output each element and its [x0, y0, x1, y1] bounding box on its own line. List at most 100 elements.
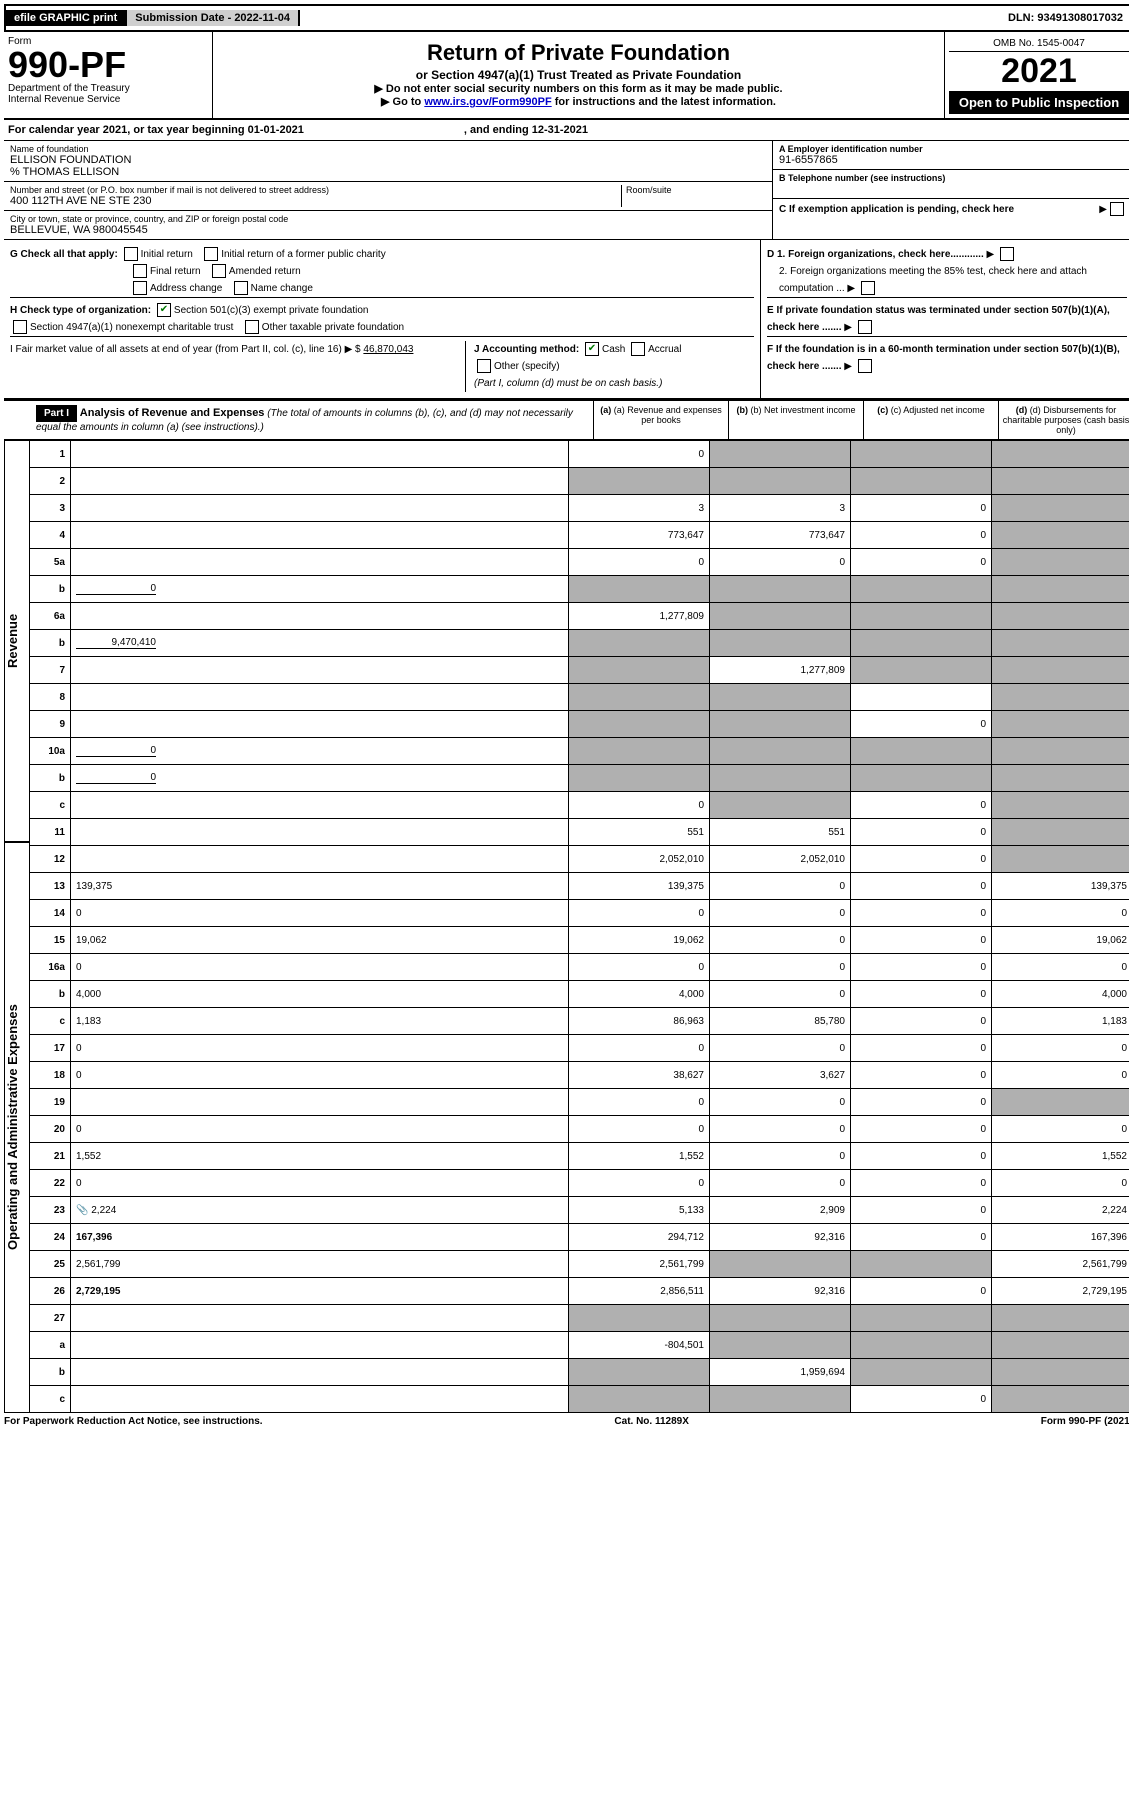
line-value-a: 0 [569, 441, 710, 468]
line-value-a [569, 468, 710, 495]
table-row: 18038,6273,62700 [30, 1062, 1129, 1089]
line-value-c: 0 [851, 1143, 992, 1170]
line-value-a [569, 684, 710, 711]
line-value-b: 773,647 [710, 522, 851, 549]
e-label: E If private foundation status was termi… [767, 305, 1110, 333]
exemption-checkbox[interactable] [1110, 202, 1124, 216]
table-row: 19000 [30, 1089, 1129, 1116]
line-value-d [992, 657, 1129, 684]
initial-former-checkbox[interactable] [204, 247, 218, 261]
line-value-c [851, 630, 992, 657]
dln: DLN: 93491308017032 [1000, 10, 1129, 26]
line-value-a: 0 [569, 549, 710, 576]
line-value-d [992, 468, 1129, 495]
line-number: c [30, 1386, 71, 1413]
line-number: c [30, 792, 71, 819]
expenses-side-label: Operating and Administrative Expenses [4, 842, 30, 1413]
line-value-d [992, 522, 1129, 549]
line-value-a: 0 [569, 900, 710, 927]
line-value-d [992, 1359, 1129, 1386]
fmv-value: 46,870,043 [363, 344, 413, 355]
d1-checkbox[interactable] [1000, 247, 1014, 261]
line-value-b [710, 765, 851, 792]
table-row: 16a00000 [30, 954, 1129, 981]
line-value-c: 0 [851, 954, 992, 981]
street-address: 400 112TH AVE NE STE 230 [10, 195, 621, 207]
accrual-checkbox[interactable] [631, 342, 645, 356]
line-value-c: 0 [851, 1224, 992, 1251]
top-bar: efile GRAPHIC print Submission Date - 20… [4, 4, 1129, 32]
line-value-b [710, 603, 851, 630]
line-description: 0 [71, 738, 569, 765]
line-value-d [992, 684, 1129, 711]
line-value-b: 85,780 [710, 1008, 851, 1035]
line-value-c: 0 [851, 873, 992, 900]
irs-link[interactable]: www.irs.gov/Form990PF [424, 96, 551, 108]
line-value-b [710, 630, 851, 657]
501c3-checkbox[interactable] [157, 303, 171, 317]
line-description [71, 711, 569, 738]
line-value-a: 86,963 [569, 1008, 710, 1035]
col-c-header: (c) (c) Adjusted net income [863, 401, 998, 439]
table-row: 10a 0 [30, 738, 1129, 765]
line-description: 19,062 [71, 927, 569, 954]
line-description [71, 657, 569, 684]
efile-print[interactable]: efile GRAPHIC print [6, 10, 127, 26]
initial-return-checkbox[interactable] [124, 247, 138, 261]
line-value-d: 0 [992, 900, 1129, 927]
amended-return-checkbox[interactable] [212, 264, 226, 278]
line-value-c: 0 [851, 981, 992, 1008]
form-header: Form 990-PF Department of the Treasury I… [4, 32, 1129, 120]
line-value-c: 0 [851, 846, 992, 873]
other-taxable-checkbox[interactable] [245, 320, 259, 334]
final-return-checkbox[interactable] [133, 264, 147, 278]
line-number: 18 [30, 1062, 71, 1089]
line-value-a: 38,627 [569, 1062, 710, 1089]
form-ref: Form 990-PF (2021) [1041, 1416, 1129, 1427]
attachment-icon[interactable]: 📎 [76, 1205, 88, 1216]
table-row: 252,561,7992,561,7992,561,799 [30, 1251, 1129, 1278]
line-value-d [992, 792, 1129, 819]
line-value-c: 0 [851, 1197, 992, 1224]
d2-checkbox[interactable] [861, 281, 875, 295]
line-value-c: 0 [851, 1008, 992, 1035]
line-description: 139,375 [71, 873, 569, 900]
line-value-a: 139,375 [569, 873, 710, 900]
line-value-d: 2,224 [992, 1197, 1129, 1224]
line-value-a: 1,277,809 [569, 603, 710, 630]
line-value-b: 92,316 [710, 1278, 851, 1305]
line-value-d [992, 1305, 1129, 1332]
line-value-d: 0 [992, 1170, 1129, 1197]
line-value-d: 1,183 [992, 1008, 1129, 1035]
col-b-header: (b) (b) Net investment income [728, 401, 863, 439]
line-value-c: 0 [851, 522, 992, 549]
name-change-checkbox[interactable] [234, 281, 248, 295]
line-description [71, 846, 569, 873]
line-value-b [710, 468, 851, 495]
line-value-b [710, 792, 851, 819]
line-value-c: 0 [851, 1386, 992, 1413]
e-checkbox[interactable] [858, 320, 872, 334]
line-value-a: 19,062 [569, 927, 710, 954]
line-description [71, 684, 569, 711]
line-value-c [851, 468, 992, 495]
line-value-b [710, 576, 851, 603]
cash-checkbox[interactable] [585, 342, 599, 356]
line-value-b: 92,316 [710, 1224, 851, 1251]
4947-checkbox[interactable] [13, 320, 27, 334]
address-change-checkbox[interactable] [133, 281, 147, 295]
other-method-checkbox[interactable] [477, 359, 491, 373]
line-value-a [569, 657, 710, 684]
line-number: b [30, 576, 71, 603]
f-checkbox[interactable] [858, 359, 872, 373]
line-number: 12 [30, 846, 71, 873]
line-value-d [992, 1386, 1129, 1413]
foundation-name: ELLISON FOUNDATION [10, 154, 766, 166]
note-goto: ▶ Go to www.irs.gov/Form990PF for instru… [219, 95, 938, 108]
line-number: 9 [30, 711, 71, 738]
line-description: 0 [71, 765, 569, 792]
line-description [71, 441, 569, 468]
line-value-d [992, 549, 1129, 576]
check-section: G Check all that apply: Initial return I… [4, 240, 1129, 399]
table-row: 211,5521,552001,552 [30, 1143, 1129, 1170]
